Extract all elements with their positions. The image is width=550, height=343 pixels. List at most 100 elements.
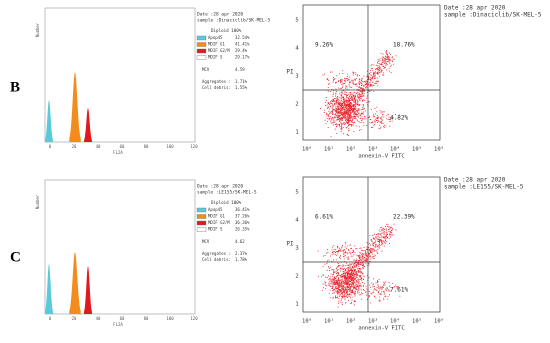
dot [388, 59, 390, 61]
dot [347, 79, 349, 81]
dot [353, 104, 355, 105]
dot [358, 260, 359, 262]
dot [390, 227, 392, 229]
dot [370, 287, 371, 289]
dot [392, 283, 394, 284]
dot [390, 232, 391, 233]
dot [361, 273, 363, 275]
dot [384, 58, 386, 59]
dot [332, 251, 334, 253]
dot [350, 270, 352, 272]
dot [348, 273, 350, 275]
dot [377, 284, 379, 286]
dot [332, 269, 334, 270]
dot [354, 263, 356, 265]
dot [332, 290, 334, 291]
dot [347, 109, 349, 111]
dot [378, 287, 379, 289]
dot [343, 295, 345, 297]
dot [351, 278, 353, 280]
dot [346, 247, 348, 249]
dot [348, 113, 350, 115]
dot [347, 93, 349, 95]
dot [346, 109, 348, 111]
dot [379, 241, 380, 243]
dot [344, 106, 346, 108]
dot [353, 276, 355, 278]
dot [377, 117, 379, 119]
dot [344, 79, 346, 81]
dot [331, 109, 333, 111]
x-tick-label: 10⁶ [434, 318, 444, 325]
dot [371, 122, 373, 124]
dot [333, 284, 335, 286]
dot [377, 246, 379, 248]
dot [373, 74, 374, 75]
dot [362, 282, 363, 283]
dot [348, 102, 350, 104]
dot [349, 120, 350, 122]
dot [350, 248, 352, 249]
dot [340, 283, 342, 285]
dot [351, 262, 353, 264]
legend-swatch [196, 207, 207, 213]
dot [378, 244, 380, 245]
dot [338, 117, 339, 119]
dot [367, 79, 368, 81]
dot [362, 255, 364, 256]
dot [347, 114, 349, 116]
dot [371, 127, 372, 128]
dot [333, 259, 334, 261]
dot [344, 112, 346, 114]
dot [369, 72, 371, 74]
dot [366, 246, 368, 248]
dot [342, 90, 344, 92]
dot [335, 295, 337, 297]
dot [375, 249, 377, 251]
dot [359, 272, 361, 274]
dot [366, 299, 368, 300]
dot [329, 102, 331, 104]
dot [374, 249, 375, 251]
dot [359, 269, 361, 270]
dot [342, 292, 344, 293]
dot [356, 74, 358, 76]
dot [338, 124, 340, 126]
dot [359, 268, 361, 269]
dot [328, 259, 330, 261]
dot [359, 89, 361, 91]
dot [365, 292, 367, 294]
dot [356, 109, 357, 111]
dot [343, 282, 345, 284]
dot [389, 58, 391, 60]
dot [325, 282, 327, 284]
dot [369, 85, 371, 86]
dot [345, 280, 346, 282]
dot [350, 277, 352, 279]
dot [347, 97, 349, 99]
dot [339, 92, 341, 94]
dot [333, 77, 334, 78]
dot [334, 103, 335, 105]
dot [382, 74, 383, 76]
dot [348, 293, 350, 295]
dot [373, 243, 375, 245]
dot [331, 100, 333, 102]
dot [381, 240, 383, 242]
dot [377, 282, 379, 283]
dot [349, 117, 351, 118]
dot [334, 121, 336, 123]
dot [368, 90, 370, 92]
dot [334, 278, 336, 280]
dot [378, 245, 379, 247]
dot [350, 297, 352, 299]
dot [337, 277, 339, 279]
dot [382, 114, 383, 116]
dot [351, 125, 352, 127]
dot [365, 258, 367, 260]
dot [334, 288, 336, 290]
dot [376, 237, 378, 239]
dot [343, 123, 345, 125]
dot [359, 283, 361, 285]
dot [368, 79, 369, 80]
